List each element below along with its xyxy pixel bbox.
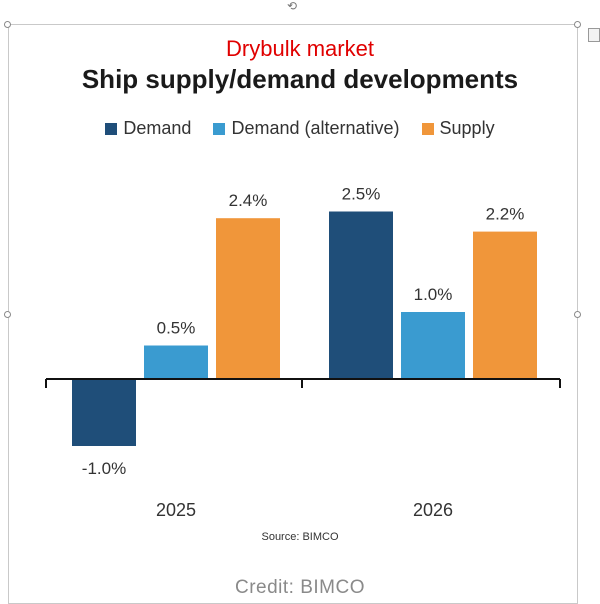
data-label-demand-alternative-2025: 0.5% bbox=[157, 319, 196, 338]
chart-super-title: Drybulk market bbox=[226, 36, 374, 61]
source-note: Source: BIMCO bbox=[261, 531, 339, 543]
bar-supply-2026 bbox=[473, 231, 537, 379]
legend-swatch-supply bbox=[421, 122, 434, 135]
data-label-demand-2025: -1.0% bbox=[82, 459, 126, 478]
legend-item-demand: Demand bbox=[105, 118, 191, 139]
bar-supply-2025 bbox=[216, 218, 280, 379]
legend-label-demand: Demand bbox=[123, 118, 192, 138]
legend-item-demand-alternative: Demand (alternative) bbox=[213, 118, 400, 139]
rotate-handle-icon[interactable]: ⟲ bbox=[286, 0, 298, 13]
resize-handle-middle-left[interactable] bbox=[4, 311, 11, 318]
x-tick-label-2026: 2026 bbox=[413, 500, 453, 520]
legend-swatch-demand-alternative bbox=[213, 122, 226, 135]
credit-text: Credit: BIMCO bbox=[234, 577, 366, 598]
bar-demand-2026 bbox=[329, 211, 393, 379]
data-label-supply-2025: 2.4% bbox=[229, 191, 268, 210]
data-label-supply-2026: 2.2% bbox=[486, 205, 525, 224]
legend-label-supply: Supply bbox=[439, 118, 495, 138]
resize-handle-top-right[interactable] bbox=[574, 21, 581, 28]
chart-legend: Demand Demand (alternative) Supply bbox=[0, 118, 600, 139]
legend-item-supply: Supply bbox=[421, 118, 495, 139]
data-label-demand-alternative-2026: 1.0% bbox=[414, 285, 453, 304]
resize-handle-middle-right[interactable] bbox=[574, 311, 581, 318]
bar-demand-2025 bbox=[72, 379, 136, 446]
data-label-demand-2026: 2.5% bbox=[342, 185, 381, 204]
legend-label-demand-alternative: Demand (alternative) bbox=[231, 118, 400, 138]
chart-title: Ship supply/demand developments bbox=[81, 64, 519, 94]
bar-demand-alternative-2025 bbox=[144, 345, 208, 379]
resize-handle-top-left[interactable] bbox=[4, 21, 11, 28]
x-tick-label-2025: 2025 bbox=[156, 500, 196, 520]
legend-swatch-demand bbox=[105, 122, 118, 135]
bar-demand-alternative-2026 bbox=[401, 312, 465, 379]
